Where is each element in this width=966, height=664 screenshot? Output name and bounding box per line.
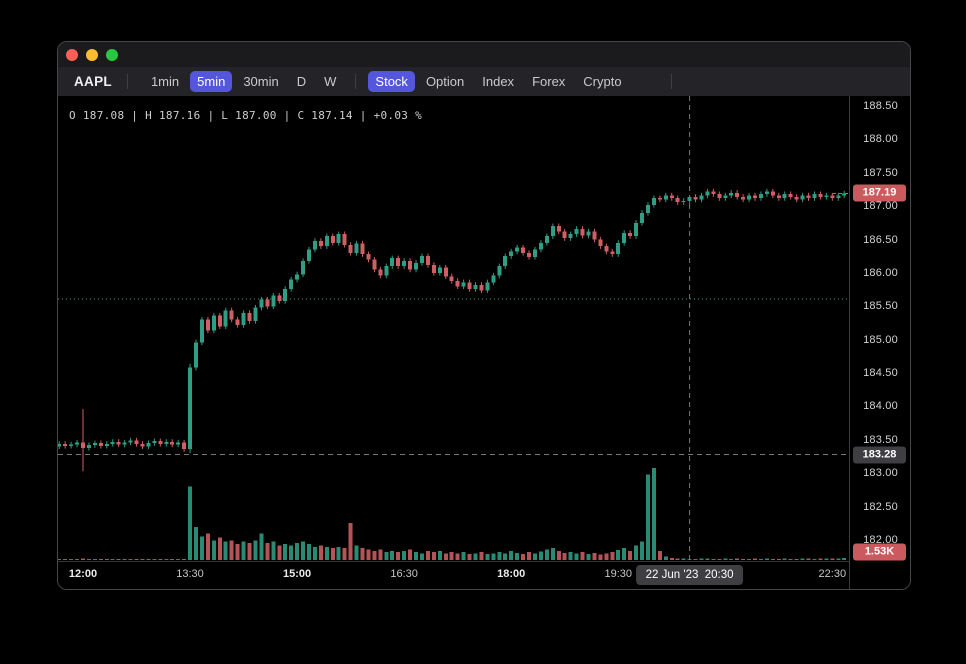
time-axis[interactable]: 22 Jun '23 20:30 12:00 13:30 15:00 16:30 18:… xyxy=(58,561,849,589)
minimize-window-button[interactable] xyxy=(86,49,98,61)
price-tick-label: 182.00 xyxy=(863,534,898,546)
market-tab-index[interactable]: Index xyxy=(482,74,515,89)
price-tick-label: 187.00 xyxy=(863,200,898,213)
time-tick-label: 18:00 xyxy=(497,568,526,580)
time-tick-label: 13:30 xyxy=(176,568,204,580)
timeframe-button-30min[interactable]: 30min xyxy=(243,74,279,89)
timeframe-button-5min[interactable]: 5min xyxy=(190,71,233,92)
price-tick-label: 186.50 xyxy=(863,233,898,246)
time-tick-label: 12:00 xyxy=(68,568,98,580)
price-tick-label: 184.00 xyxy=(863,400,898,413)
timeframe-group: 1min 5min 30min D W xyxy=(142,71,345,92)
price-tick-label: 187.50 xyxy=(863,166,898,179)
price-axis[interactable]: 183.28 187.19 1.53K 188.50 188.00 187.50 18… xyxy=(849,96,910,589)
toolbar-divider xyxy=(355,74,357,89)
market-tab-stock[interactable]: Stock xyxy=(368,71,415,92)
market-tab-forex[interactable]: Forex xyxy=(532,74,566,89)
market-group: Stock Option Index Forex Crypto xyxy=(366,71,630,92)
market-tab-option[interactable]: Option xyxy=(425,74,465,89)
price-tick-label: 184.50 xyxy=(863,367,898,380)
time-tick-label: 16:30 xyxy=(390,568,418,580)
chart-canvas[interactable]: O 187.08 | H 187.16 | L 187.00 | C 187.1… xyxy=(58,96,849,561)
ohlc-info-line: O 187.08 | H 187.16 | L 187.00 | C 187.1… xyxy=(69,109,423,122)
price-tick-label: 185.00 xyxy=(863,333,898,346)
symbol-label: AAPL xyxy=(74,74,112,89)
time-tick-label: 19:30 xyxy=(604,568,632,580)
volume-badge: 1.53K xyxy=(853,543,906,561)
price-tick-label: 185.50 xyxy=(863,300,898,313)
candlestick-plot xyxy=(58,96,849,561)
crosshair-time-badge: 22 Jun '23 20:30 xyxy=(635,565,744,585)
price-tick-label: 188.00 xyxy=(863,133,898,146)
price-tick-label: 182.50 xyxy=(863,500,898,513)
window-titlebar[interactable] xyxy=(58,42,910,67)
timeframe-button-1min[interactable]: 1min xyxy=(150,74,180,89)
price-tick-label: 186.00 xyxy=(863,266,898,279)
toolbar-divider xyxy=(126,74,128,89)
price-tick-label: 183.00 xyxy=(863,467,898,480)
close-window-button[interactable] xyxy=(66,49,78,61)
timeframe-button-d[interactable]: D xyxy=(296,74,307,89)
time-tick-label: 15:00 xyxy=(283,568,312,580)
price-tick-label: 188.50 xyxy=(863,100,898,112)
timeframe-button-w[interactable]: W xyxy=(324,74,337,89)
crosshair-price-badge: 183.28 xyxy=(853,446,906,464)
market-tab-crypto[interactable]: Crypto xyxy=(583,74,622,89)
zoom-window-button[interactable] xyxy=(106,49,118,61)
price-tick-label: 183.50 xyxy=(863,433,898,446)
toolbar: AAPL 1min 5min 30min D W Stock Option Index For… xyxy=(58,67,910,96)
toolbar-divider xyxy=(671,74,672,89)
trading-app-window: AAPL 1min 5min 30min D W Stock Option Index For… xyxy=(57,41,911,590)
time-tick-label: 22:30 xyxy=(818,568,847,580)
last-price-badge: 187.19 xyxy=(853,184,906,202)
